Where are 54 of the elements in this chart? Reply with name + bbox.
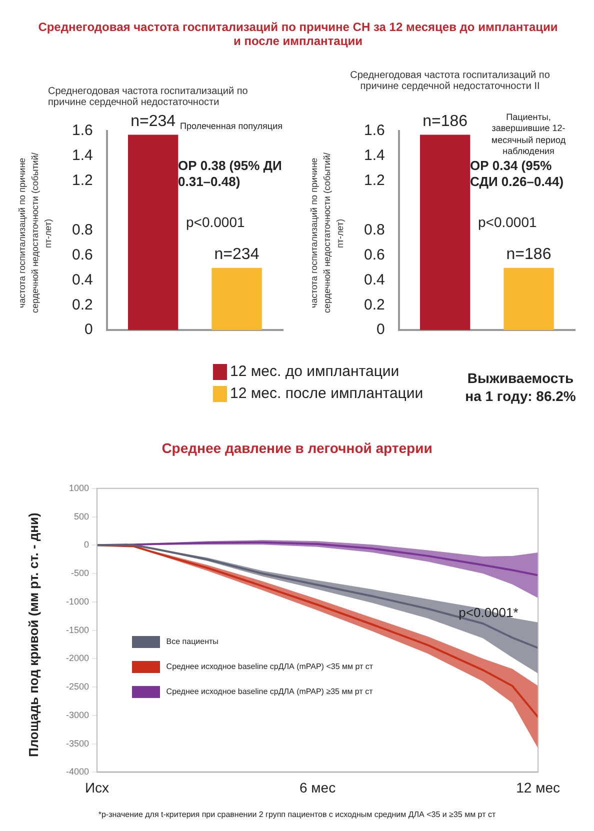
y-tick-label: 0 [84, 540, 90, 550]
y-axis-title: Площадь под кривой (мм рт. ст. - дни) [26, 512, 42, 760]
legend-label: 12 мес. до имплантации [230, 363, 400, 380]
y-tick-label: 0.2 [72, 296, 93, 314]
y-tick-label: 1.6 [364, 122, 385, 140]
y-axis-title: частота госпитализаций по причине сердечной недостаточности (событий/пт-лет) [16, 152, 54, 316]
chart-subtitle: Среднегодовая частота госпитализаций по причине сердечной недостаточности [48, 86, 249, 108]
y-tick-label: 500 [74, 511, 90, 522]
y-tick-label: 0.2 [364, 296, 385, 314]
y-tick-label: 1.4 [364, 147, 385, 164]
text: Выживаемость на 1 году: 86.2% [464, 370, 577, 405]
legend-label: Среднее исходное baseline срДЛА (mPAP) <35 мм рт ст [166, 662, 374, 672]
text: *р-значение для t-критерия при сравнении 2 групп пациентов с исходным средним ДЛА <35 и ≥35 мм рт ст [97, 810, 497, 819]
annotation: Пролеченная популяция [180, 121, 284, 132]
annotation: p<0.0001 [186, 214, 245, 232]
y-tick-label: 1.2 [364, 172, 385, 189]
y-tick-label: -3500 [66, 738, 90, 748]
x-tick-label: 6 мес [299, 779, 336, 796]
x-tick-label: 12 мес [516, 779, 560, 796]
y-tick-label: -3000 [66, 710, 90, 720]
y-axis-title: частота госпитализаций по причине сердечной недостаточности (событий/пт-лет) [308, 152, 346, 316]
annotation: ОР 0.34 (95% СДИ 0.26–0.44) [470, 158, 565, 190]
text: n=186 [422, 112, 469, 131]
y-tick-label: -500 [71, 568, 90, 578]
y-tick-label: 0 [84, 321, 93, 338]
annotation: ОР 0.38 (95% ДИ 0.31–0.48) [178, 158, 283, 190]
annotation: n=234 [213, 246, 260, 264]
y-tick-label: 0.4 [364, 271, 385, 288]
chart-title: Среднее давление в легочной артерии [160, 440, 434, 456]
y-tick-label: -2000 [66, 653, 90, 664]
annotation: Пациенты, завершившие 12-месячный период наблюдения [490, 112, 567, 157]
y-tick-label: 0.8 [72, 222, 93, 239]
y-tick-label: 0.6 [364, 246, 385, 264]
y-tick-label: 1.6 [72, 122, 93, 140]
y-tick-label: -1000 [66, 596, 90, 606]
y-tick-label: -1500 [66, 624, 90, 635]
y-tick-label: 0.6 [72, 246, 93, 264]
legend-label: Среднее исходное baseline срДЛА (mPAP) ≥35 мм рт ст [166, 687, 373, 696]
y-tick-label: 0.8 [364, 222, 385, 239]
x-tick-label: Исх [84, 779, 110, 796]
y-tick-label: 0 [376, 321, 385, 338]
annotation: n=186 [505, 246, 552, 264]
y-tick-label: 0.4 [72, 271, 93, 288]
legend-label: 12 мес. после имплантации [230, 385, 424, 402]
y-tick-label: 1.2 [72, 172, 93, 189]
text: n=234 [130, 112, 176, 130]
legend-label: Все пациенты [166, 637, 218, 646]
chart-subtitle: Среднегодовая частота госпитализаций по причине сердечной недостаточности II [349, 70, 551, 92]
annotation: p<0.0001 [478, 214, 537, 232]
y-tick-label: -4000 [66, 766, 90, 777]
y-tick-label: 1000 [68, 482, 90, 493]
chart-title: Среднегодовая частота госпитализаций по причине СН за 12 месяцев до имплантации и после имплантации [38, 20, 558, 48]
y-tick-label: 1.4 [72, 147, 93, 164]
y-tick-label: -2500 [66, 682, 90, 692]
